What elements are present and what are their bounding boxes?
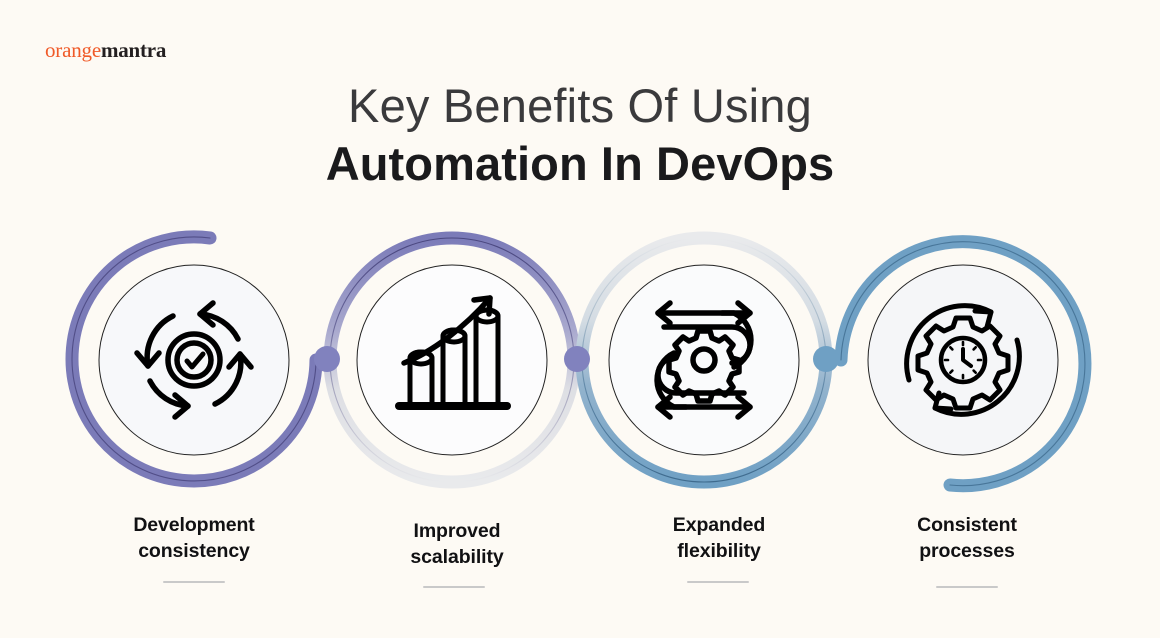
label-2-line-1: Improved (413, 520, 501, 542)
label-improved-scalability: Improved scalability (357, 518, 557, 571)
logo-text-mantra: mantra (100, 38, 167, 62)
title-line-2: Automation In DevOps (325, 137, 835, 191)
label-4-line-2: processes (919, 540, 1015, 563)
connector-dot-2 (564, 346, 590, 372)
label-3-line-1: Expanded (672, 514, 766, 536)
page-title: Key Benefits Of Using Automation In DevO… (0, 78, 1160, 192)
label-1-line-1: Development (133, 514, 255, 536)
label-expanded-flexibility: Expanded flexibility (619, 512, 819, 565)
connector-dot-1 (314, 346, 340, 372)
label-2-underline (423, 586, 485, 588)
label-1-line-2: consistency (138, 540, 250, 563)
ring-consistent-processes (834, 235, 1092, 493)
logo-text-orange: orange (45, 38, 101, 62)
title-line-1: Key Benefits Of Using (348, 79, 812, 132)
label-1-underline (163, 581, 225, 583)
ring-development-consistency (65, 230, 323, 488)
inner-circle-1 (98, 264, 290, 456)
label-4-line-1: Consistent (917, 514, 1017, 536)
label-4-underline (936, 586, 998, 588)
label-2-line-2: scalability (410, 546, 504, 569)
orangemantra-logo: orangemantra (45, 38, 166, 63)
label-3-underline (687, 581, 749, 583)
connector-dot-3 (813, 346, 839, 372)
gear-clock-cycle-icon (904, 303, 1022, 417)
inner-circle-2 (356, 264, 548, 456)
label-consistent-processes: Consistent processes (867, 512, 1067, 565)
cycle-arrows-check-icon (134, 300, 254, 420)
label-3-line-2: flexibility (677, 540, 761, 563)
inner-circle-3 (608, 264, 800, 456)
gear-arrows-flexibility-icon (654, 300, 754, 420)
label-development-consistency: Development consistency (94, 512, 294, 565)
growth-bar-chart-icon (395, 295, 511, 410)
